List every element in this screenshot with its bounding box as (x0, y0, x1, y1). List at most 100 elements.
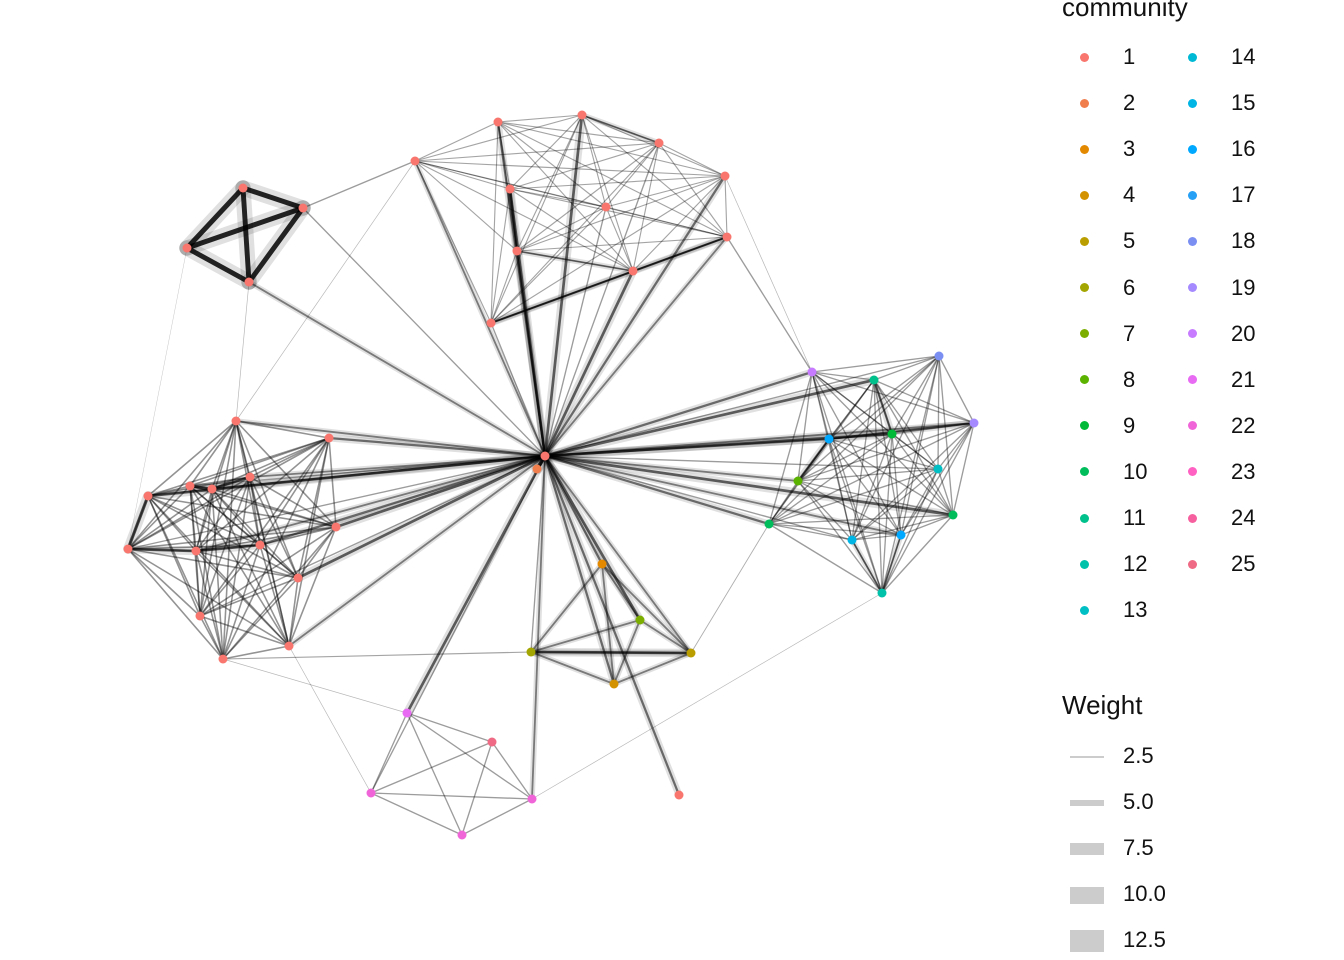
edge (544, 206, 607, 457)
edge (405, 455, 547, 714)
edge (937, 422, 975, 470)
node-bc1 (597, 559, 607, 569)
edge (328, 437, 337, 528)
edge (199, 455, 546, 617)
edge (768, 433, 893, 525)
community-legend-label: 1 (1123, 44, 1136, 69)
edge (516, 250, 634, 272)
edge (530, 651, 615, 685)
edge (690, 523, 770, 654)
node-hub1 (540, 451, 550, 461)
node-tl4 (244, 277, 254, 287)
weight-legend-label: 7.5 (1123, 835, 1154, 860)
community-legend-label: 25 (1231, 551, 1256, 577)
edge (147, 437, 330, 497)
edge (797, 371, 813, 482)
edge-halo (233, 418, 548, 459)
edge (147, 495, 290, 647)
edge (490, 121, 499, 324)
edge (406, 712, 463, 836)
edge (259, 544, 290, 647)
community-legend-label: 17 (1231, 182, 1256, 208)
community-legend-item: 4 (1062, 180, 1135, 210)
edge (199, 544, 261, 617)
edge (222, 658, 408, 714)
edge (581, 114, 607, 208)
community-swatch (1080, 98, 1089, 108)
edge (891, 433, 939, 470)
community-swatch (1080, 144, 1089, 154)
edge (900, 422, 975, 536)
edge (490, 142, 660, 324)
community-swatch (1080, 421, 1089, 431)
node-tl1 (238, 183, 248, 193)
edge (828, 438, 853, 541)
edge (288, 577, 299, 647)
edge (222, 645, 290, 660)
edge (544, 175, 726, 457)
edge (605, 206, 728, 238)
community-legend-item: 16 (1170, 134, 1255, 164)
community-legend-title: community (1062, 0, 1188, 22)
edge (530, 619, 641, 653)
community-legend-label: 10 (1123, 458, 1148, 484)
edge (189, 485, 261, 546)
edge (605, 175, 726, 208)
edge (811, 371, 853, 541)
community-legend-label: 18 (1231, 228, 1256, 254)
edge (937, 355, 940, 470)
edge (726, 236, 813, 373)
community-swatch (1080, 283, 1089, 292)
edge (937, 468, 954, 516)
edge (544, 455, 939, 470)
community-swatch (1080, 375, 1089, 385)
edge (235, 420, 337, 528)
edge (491, 741, 533, 800)
node-r8 (793, 476, 803, 486)
edge (811, 371, 975, 424)
node-tc11 (486, 318, 496, 328)
edge (195, 476, 251, 552)
community-swatch (1080, 52, 1089, 62)
edge (127, 455, 546, 550)
node-r6 (887, 429, 897, 439)
edge-halo (193, 453, 548, 554)
edge (235, 420, 546, 457)
edge (768, 480, 799, 525)
community-legend-item: 7 (1062, 319, 1135, 349)
edge (199, 526, 337, 617)
edge (199, 615, 224, 660)
edge (530, 650, 692, 655)
edge (516, 236, 728, 252)
community-legend-item: 20 (1170, 319, 1255, 349)
node-r1 (807, 367, 817, 377)
edge (544, 355, 940, 457)
community-legend-label: 15 (1231, 90, 1256, 116)
edge (509, 188, 607, 208)
edge (288, 645, 372, 794)
community-swatch (1080, 605, 1089, 615)
community-legend-item: 24 (1170, 503, 1255, 533)
edge (881, 534, 902, 594)
node-tl2 (298, 203, 308, 213)
community-swatch (1080, 467, 1089, 477)
edge-halo (599, 561, 617, 687)
node-l13 (284, 641, 294, 651)
edge (211, 488, 224, 660)
edge (873, 379, 883, 594)
node-l14 (218, 654, 228, 664)
edge (127, 548, 201, 617)
node-tc2 (577, 110, 587, 120)
edge (881, 514, 954, 594)
edge (543, 455, 642, 621)
community-legend-item: 9 (1062, 411, 1135, 441)
edges-layer (123, 110, 978, 836)
edge (543, 455, 681, 796)
edge (851, 433, 893, 541)
community-legend-label: 14 (1231, 44, 1256, 69)
edge (632, 175, 726, 272)
edge (235, 420, 290, 647)
edge (370, 792, 463, 836)
edge (147, 495, 299, 579)
edge (414, 160, 546, 457)
